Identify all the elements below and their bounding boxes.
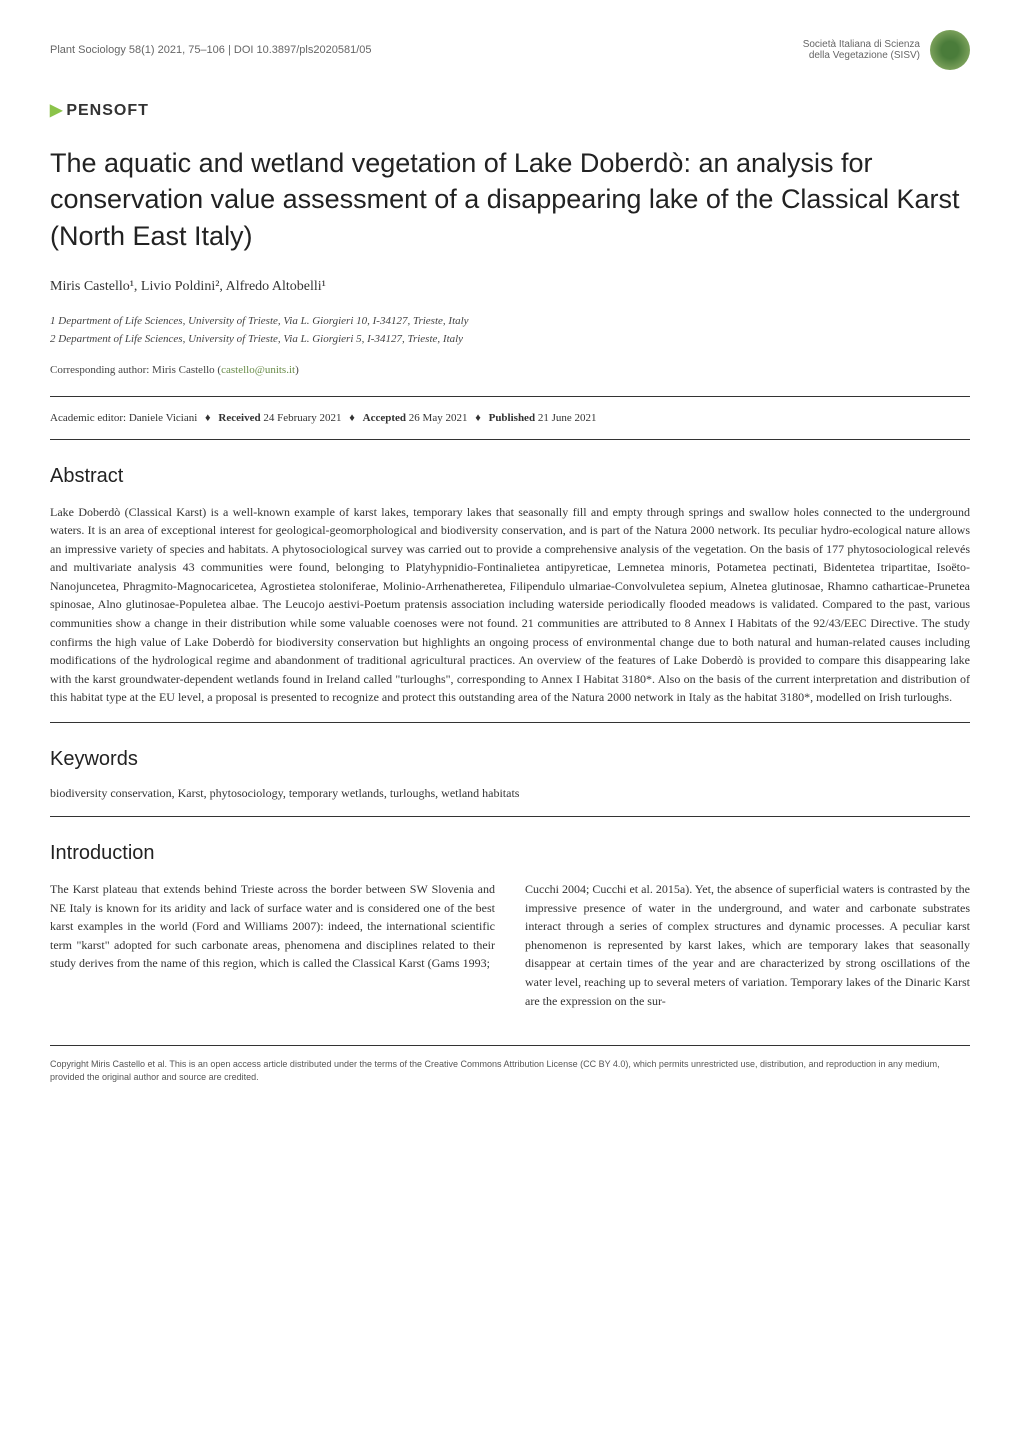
accepted-label: Accepted xyxy=(363,412,406,424)
diamond-icon: ♦ xyxy=(475,412,481,424)
header-right: Società Italiana di Scienza della Vegeta… xyxy=(803,30,970,70)
publisher-logo: PENSOFT xyxy=(50,100,970,120)
corresponding-label: Corresponding author: Miris Castello ( xyxy=(50,364,221,376)
article-title: The aquatic and wetland vegetation of La… xyxy=(50,145,970,254)
intro-column-right: Cucchi 2004; Cucchi et al. 2015a). Yet, … xyxy=(525,880,970,1010)
corresponding-author: Corresponding author: Miris Castello (ca… xyxy=(50,364,970,376)
header-bar: Plant Sociology 58(1) 2021, 75–106 | DOI… xyxy=(50,30,970,70)
received-label: Received xyxy=(218,412,260,424)
accepted-date: 26 May 2021 xyxy=(406,412,467,424)
introduction-columns: The Karst plateau that extends behind Tr… xyxy=(50,880,970,1010)
editor-name: Daniele Viciani xyxy=(129,412,197,424)
corresponding-closing: ) xyxy=(295,364,299,376)
divider xyxy=(50,722,970,723)
affiliation-1: 1 Department of Life Sciences, Universit… xyxy=(50,313,970,331)
abstract-text: Lake Doberdò (Classical Karst) is a well… xyxy=(50,503,970,708)
received-date: 24 February 2021 xyxy=(261,412,342,424)
editor-label: Academic editor: xyxy=(50,412,129,424)
affiliation-2: 2 Department of Life Sciences, Universit… xyxy=(50,331,970,349)
published-date: 21 June 2021 xyxy=(535,412,596,424)
corresponding-email[interactable]: castello@units.it xyxy=(221,364,295,376)
society-logo-icon xyxy=(930,30,970,70)
authors-line: Miris Castello¹, Livio Poldini², Alfredo… xyxy=(50,279,970,295)
society-name: Società Italiana di Scienza della Vegeta… xyxy=(803,39,920,61)
intro-column-left: The Karst plateau that extends behind Tr… xyxy=(50,880,495,1010)
copyright-footer: Copyright Miris Castello et al. This is … xyxy=(50,1045,970,1083)
abstract-heading: Abstract xyxy=(50,465,970,488)
society-line2: della Vegetazione (SISV) xyxy=(803,50,920,61)
diamond-icon: ♦ xyxy=(205,412,211,424)
keywords-heading: Keywords xyxy=(50,748,970,771)
keywords-text: biodiversity conservation, Karst, phytos… xyxy=(50,786,970,801)
article-metadata: Academic editor: Daniele Viciani ♦ Recei… xyxy=(50,412,970,424)
affiliations: 1 Department of Life Sciences, Universit… xyxy=(50,313,970,348)
introduction-heading: Introduction xyxy=(50,842,970,865)
journal-info: Plant Sociology 58(1) 2021, 75–106 | DOI… xyxy=(50,44,371,56)
society-line1: Società Italiana di Scienza xyxy=(803,39,920,50)
divider xyxy=(50,816,970,817)
divider xyxy=(50,396,970,397)
diamond-icon: ♦ xyxy=(349,412,355,424)
published-label: Published xyxy=(489,412,535,424)
divider xyxy=(50,439,970,440)
